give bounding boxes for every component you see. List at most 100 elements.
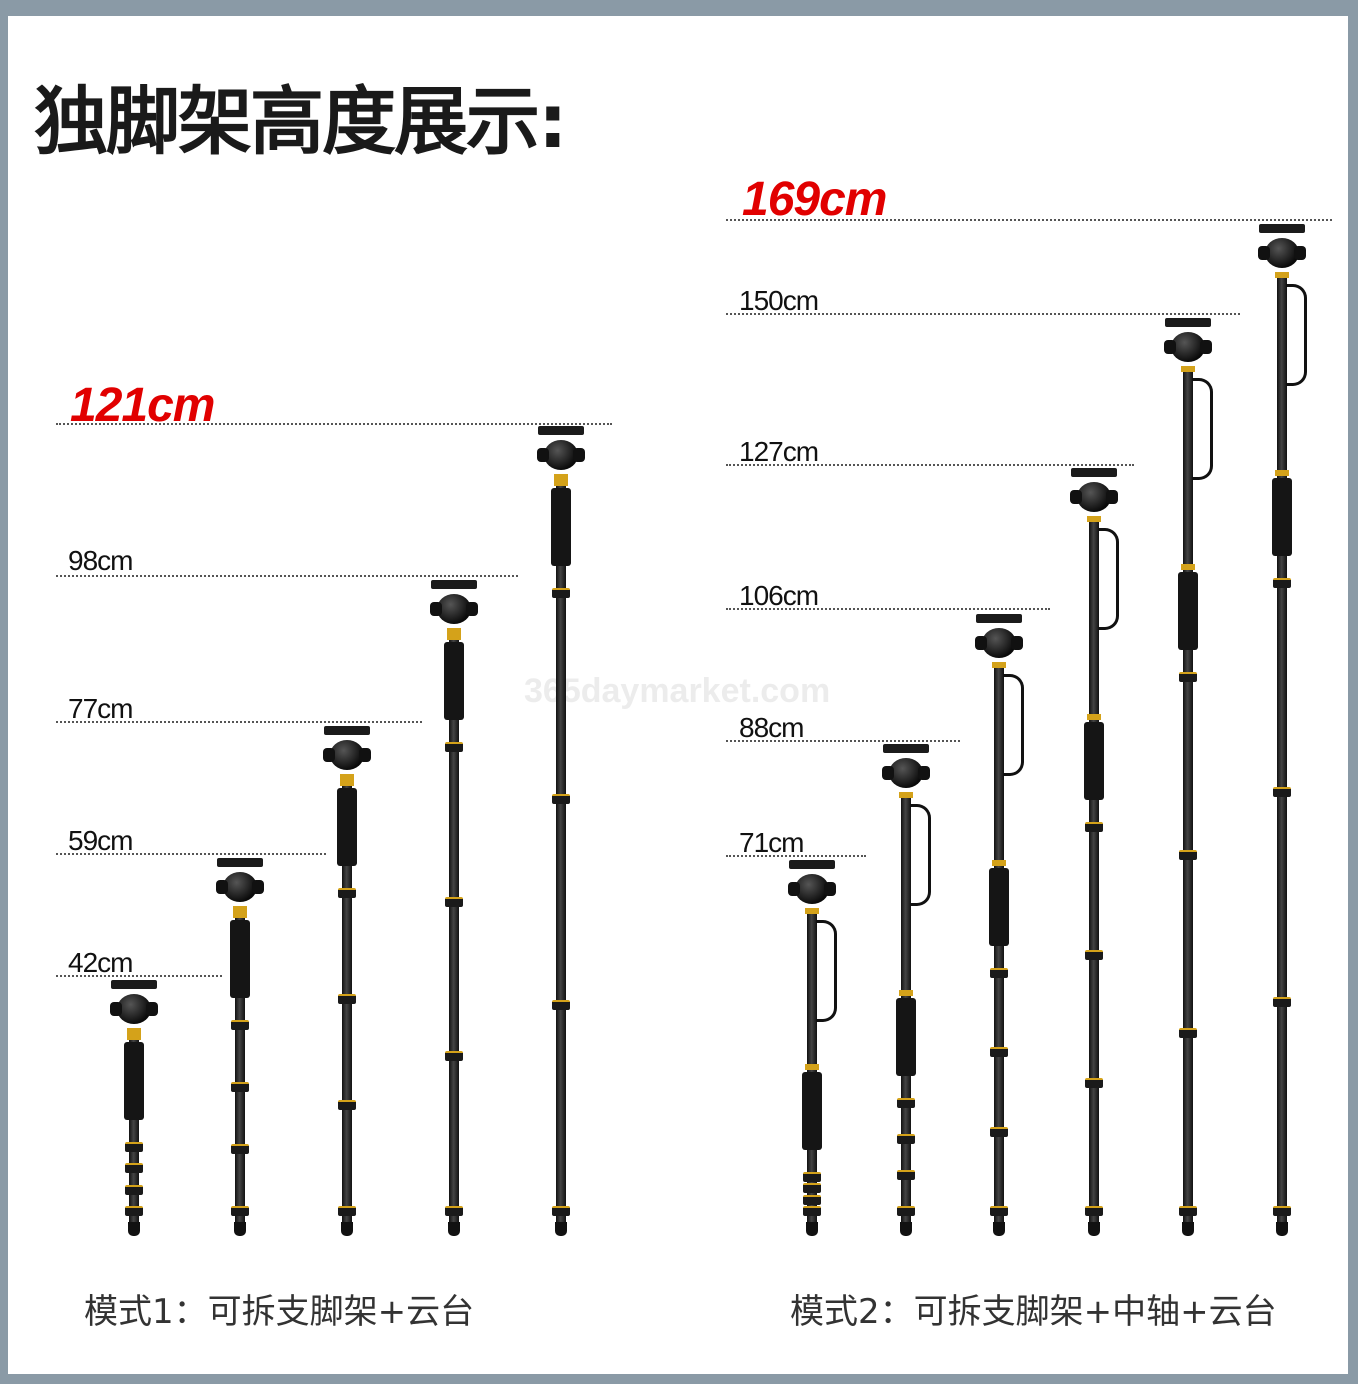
rubber-foot (993, 1222, 1005, 1236)
rubber-foot (448, 1222, 460, 1236)
leg-lock-ring (897, 1206, 915, 1216)
rubber-foot (1276, 1222, 1288, 1236)
leg-lock-ring (1273, 787, 1291, 797)
mode1-caption: 模式1：可拆支脚架+云台 (84, 1284, 474, 1333)
head-knob (1258, 246, 1270, 260)
mode2-line-106 (726, 608, 1050, 610)
rubber-foot (1182, 1222, 1194, 1236)
quick-release-plate (1165, 318, 1211, 327)
mode1-line-77 (56, 721, 422, 723)
head-knob (824, 882, 836, 896)
head-knob (110, 1002, 122, 1016)
foam-grip (896, 998, 916, 1076)
leg-lock-ring (897, 1170, 915, 1180)
head-knob (1294, 246, 1306, 260)
quick-release-plate (1071, 468, 1117, 477)
foam-grip (1084, 722, 1104, 800)
head-knob (252, 880, 264, 894)
leg-lock-ring (125, 1142, 143, 1152)
leg-lock-ring (125, 1185, 143, 1195)
monopod-9 (1064, 468, 1124, 1236)
leg-lock-ring (1179, 1028, 1197, 1038)
head-knob (975, 636, 987, 650)
mode2-line-71 (726, 855, 866, 857)
quick-release-plate (789, 860, 835, 869)
mode1-height-label-98: 98cm (68, 545, 132, 577)
leg-lock-ring (1273, 578, 1291, 588)
leg-lock-ring (1179, 672, 1197, 682)
pole-shaft (1277, 278, 1287, 1224)
leg-lock-ring (990, 1047, 1008, 1057)
wrist-strap (910, 804, 931, 906)
leg-lock-ring (445, 742, 463, 752)
leg-lock-ring (1085, 1206, 1103, 1216)
head-knob (573, 448, 585, 462)
head-knob (1200, 340, 1212, 354)
foam-grip (802, 1072, 822, 1150)
monopod-10 (1158, 318, 1218, 1236)
quick-release-plate (538, 426, 584, 435)
wrist-strap (816, 920, 837, 1022)
monopod-5 (531, 426, 591, 1236)
monopod-3 (317, 726, 377, 1236)
gold-collar (233, 912, 247, 918)
foam-grip (1178, 572, 1198, 650)
head-knob (788, 882, 800, 896)
wrist-strap (1098, 528, 1119, 630)
head-knob (1106, 490, 1118, 504)
wrist-strap (1003, 674, 1024, 776)
gold-collar (447, 634, 461, 640)
mode1-line-42 (56, 975, 222, 977)
gold-collar (1087, 714, 1101, 720)
leg-lock-ring (231, 1082, 249, 1092)
gold-collar (1181, 564, 1195, 570)
monopod-4 (424, 580, 484, 1236)
leg-lock-ring (803, 1195, 821, 1205)
wrist-strap (1286, 284, 1307, 386)
mode2-caption: 模式2：可拆支脚架+中轴+云台 (790, 1284, 1277, 1333)
leg-lock-ring (552, 794, 570, 804)
leg-lock-ring (231, 1206, 249, 1216)
quick-release-plate (111, 980, 157, 989)
gold-collar (899, 990, 913, 996)
quick-release-plate (976, 614, 1022, 623)
foam-grip (124, 1042, 144, 1120)
leg-lock-ring (338, 1100, 356, 1110)
leg-lock-ring (990, 968, 1008, 978)
foam-grip (551, 488, 571, 566)
rubber-foot (806, 1222, 818, 1236)
leg-lock-ring (990, 1127, 1008, 1137)
head-knob (466, 602, 478, 616)
pole-shaft (1183, 372, 1193, 1224)
rubber-foot (234, 1222, 246, 1236)
head-knob (216, 880, 228, 894)
foam-grip (989, 868, 1009, 946)
leg-lock-ring (803, 1206, 821, 1216)
leg-lock-ring (445, 1051, 463, 1061)
leg-lock-ring (897, 1134, 915, 1144)
rubber-foot (128, 1222, 140, 1236)
gold-collar (1275, 470, 1289, 476)
mode2-line-127 (726, 464, 1134, 466)
leg-lock-ring (1085, 1078, 1103, 1088)
gold-collar (805, 1064, 819, 1070)
head-knob (1011, 636, 1023, 650)
head-knob (359, 748, 371, 762)
gold-collar (340, 780, 354, 786)
mode2-line-169 (726, 219, 1332, 221)
leg-lock-ring (552, 588, 570, 598)
head-knob (323, 748, 335, 762)
head-knob (918, 766, 930, 780)
mode1-line-98 (56, 575, 518, 577)
quick-release-plate (324, 726, 370, 735)
wrist-strap (1192, 378, 1213, 480)
quick-release-plate (431, 580, 477, 589)
foam-grip (230, 920, 250, 998)
leg-lock-ring (231, 1144, 249, 1154)
mode1-line-59 (56, 853, 326, 855)
rubber-foot (900, 1222, 912, 1236)
leg-lock-ring (552, 1000, 570, 1010)
pole-shaft (449, 634, 459, 1224)
leg-lock-ring (1273, 1206, 1291, 1216)
leg-lock-ring (445, 897, 463, 907)
